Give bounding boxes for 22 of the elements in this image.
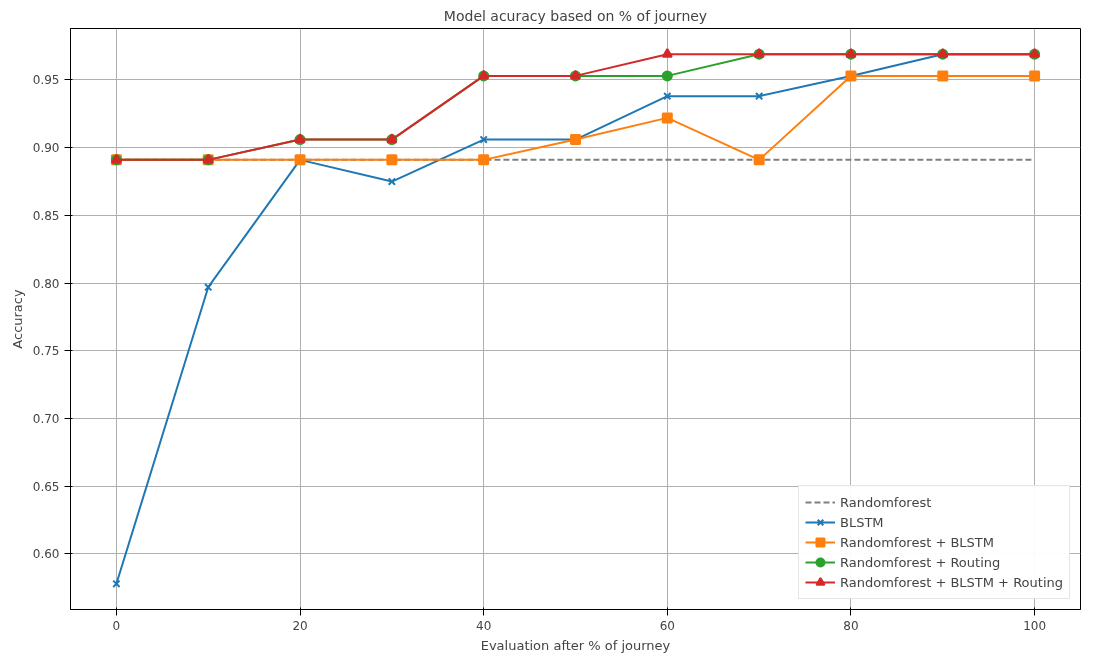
y-tick-label: 0.65 xyxy=(32,479,60,494)
legend-label: Randomforest xyxy=(839,494,932,510)
y-tick-label: 0.85 xyxy=(32,208,60,223)
legend-label: Randomforest + BLSTM xyxy=(839,534,994,550)
x-tick-label: 100 xyxy=(1023,618,1047,633)
y-axis-title: Accuracy xyxy=(9,289,25,349)
y-tick-label: 0.80 xyxy=(32,276,60,291)
legend-label: Randomforest + Routing xyxy=(839,554,1001,570)
x-tick-label: 60 xyxy=(659,618,675,633)
y-tick-label: 0.70 xyxy=(32,412,60,427)
x-axis-title: Evaluation after % of journey xyxy=(480,637,671,653)
legend-label: BLSTM xyxy=(839,514,884,530)
y-tick-label: 0.95 xyxy=(32,73,60,88)
x-tick-label: 80 xyxy=(843,618,859,633)
legend-label: Randomforest + BLSTM + Routing xyxy=(839,574,1063,590)
x-tick-label: 20 xyxy=(292,618,308,633)
y-tick-label: 0.90 xyxy=(32,141,60,156)
x-tick-label: 0 xyxy=(112,618,121,633)
chart-title: Model acuracy based on % of journey xyxy=(443,7,708,24)
y-tick-label: 0.60 xyxy=(32,547,60,562)
y-tick-label: 0.75 xyxy=(32,344,60,359)
x-tick-label: 40 xyxy=(476,618,492,633)
